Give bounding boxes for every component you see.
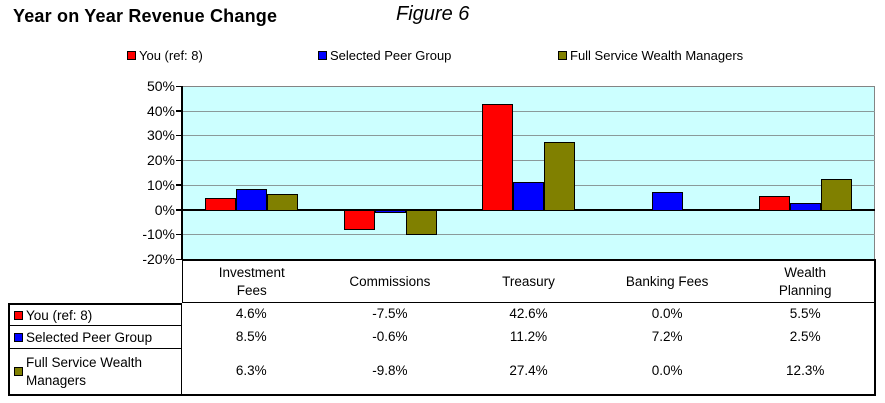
- bar: [236, 188, 267, 212]
- legend-swatch-icon: [127, 51, 136, 60]
- table-column-header: Banking Fees: [597, 259, 738, 303]
- table-column-header: Wealth Planning: [736, 259, 876, 303]
- y-axis-tick: [176, 110, 181, 112]
- chart-title: Year on Year Revenue Change: [13, 6, 278, 26]
- table-row-label: Selected Peer Group: [8, 325, 182, 349]
- bar: [513, 181, 545, 212]
- y-axis-tick: [176, 233, 181, 236]
- table-cell: -0.6%: [320, 325, 461, 349]
- table-column-header: Treasury: [459, 259, 599, 303]
- bar: [374, 209, 406, 214]
- y-axis-tick-label: -10%: [142, 226, 175, 243]
- y-axis-tick: [176, 159, 181, 162]
- y-axis-tick-label: 0%: [154, 201, 175, 218]
- table-column-header: Investment Fees: [182, 259, 322, 303]
- legend-item-label: You (ref: 8): [139, 48, 203, 63]
- table-cell: 0.0%: [597, 303, 738, 326]
- table-cell: 42.6%: [459, 303, 599, 326]
- table-cell: 6.3%: [182, 348, 322, 396]
- table-cell: 12.3%: [736, 348, 876, 396]
- bar: [205, 198, 236, 212]
- table-row-label-text: Selected Peer Group: [26, 329, 153, 345]
- table-row-label-text: Full Service Wealth Managers: [26, 354, 143, 388]
- table-cell: 5.5%: [736, 303, 876, 326]
- y-axis-tick-label: 10%: [146, 176, 175, 193]
- figure-number-label: Figure 6: [396, 3, 470, 25]
- y-axis-tick: [176, 184, 181, 186]
- legend-swatch-icon: [558, 51, 567, 60]
- table-cell: 4.6%: [182, 303, 322, 326]
- y-axis-tick-label: 20%: [146, 152, 175, 169]
- plot-area: [182, 86, 875, 259]
- table-cell: 2.5%: [736, 325, 876, 349]
- legend-item-label: Selected Peer Group: [330, 48, 452, 63]
- legend-item-label: Full Service Wealth Managers: [570, 48, 744, 63]
- legend-swatch-icon: [318, 51, 327, 60]
- table-column-header: Commissions: [320, 259, 461, 303]
- table-cell: 0.0%: [597, 348, 738, 396]
- bar: [405, 209, 437, 236]
- table-cell: 11.2%: [459, 325, 599, 349]
- y-axis-tick-label: 30%: [146, 127, 175, 144]
- bar: [759, 195, 791, 212]
- y-axis-tick-label: 40%: [146, 102, 175, 119]
- y-axis-tick: [176, 258, 181, 260]
- table-cell: -9.8%: [320, 348, 461, 396]
- table-row-label: You (ref: 8): [8, 303, 182, 326]
- table-row-label: Full Service Wealth Managers: [8, 348, 182, 396]
- table-cell: 27.4%: [459, 348, 599, 396]
- table-cell: -7.5%: [320, 303, 461, 326]
- y-axis-tick: [176, 134, 181, 137]
- table-row-label-text: You (ref: 8): [26, 307, 93, 323]
- bar: [343, 209, 375, 230]
- series-key-icon: [14, 333, 23, 342]
- table-cell: 8.5%: [182, 325, 322, 349]
- y-axis-tick-label: -20%: [142, 251, 175, 267]
- table-cell: 7.2%: [597, 325, 738, 349]
- bar: [482, 104, 514, 212]
- grid-line: [182, 135, 875, 137]
- bar: [544, 141, 576, 212]
- bar: [267, 194, 298, 212]
- bar: [790, 203, 822, 212]
- bar: [651, 191, 683, 212]
- grid-line: [182, 160, 875, 162]
- legend-item: You (ref: 8): [127, 47, 203, 64]
- y-axis-tick-label: 50%: [146, 78, 175, 94]
- y-axis-tick: [176, 209, 181, 211]
- legend-item: Selected Peer Group: [318, 47, 451, 64]
- legend-item: Full Service Wealth Managers: [558, 47, 743, 64]
- series-key-icon: [14, 367, 23, 376]
- bar: [821, 179, 853, 212]
- grid-line: [182, 110, 875, 112]
- series-key-icon: [14, 311, 23, 320]
- y-axis-tick: [176, 85, 181, 87]
- grid-line: [182, 234, 875, 236]
- y-axis-line: [181, 86, 183, 260]
